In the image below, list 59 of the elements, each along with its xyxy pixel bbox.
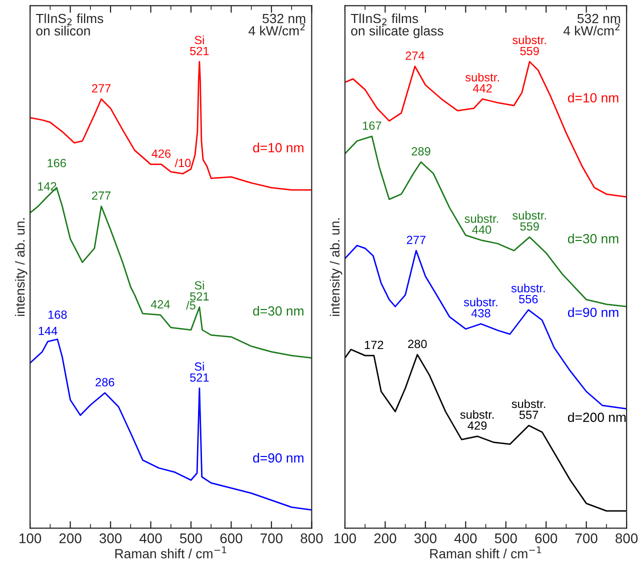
annotation: substr. 429 bbox=[460, 410, 494, 430]
annotation: 426 bbox=[152, 149, 171, 158]
annotation: 274 bbox=[406, 51, 424, 60]
x-tick-label: 100 bbox=[20, 533, 42, 544]
text: d=200 nm bbox=[568, 412, 626, 422]
x-tick-label: 100 bbox=[334, 533, 356, 544]
annotation: substr. 440 bbox=[464, 214, 498, 234]
x-tick-label: 700 bbox=[260, 533, 282, 544]
x-tick-label: 300 bbox=[99, 533, 122, 544]
annotation: 289 bbox=[412, 147, 430, 156]
text: d=30 nm bbox=[253, 306, 304, 316]
y-axis-title: intensity / ab. un. bbox=[15, 218, 28, 316]
y-axis-title: intensity / ab. un. bbox=[330, 218, 342, 316]
annotation: substr. 559 bbox=[512, 36, 546, 56]
annotation: 424 bbox=[150, 300, 170, 308]
chart-title: TlInS$_{2}$ films on silicon bbox=[36, 13, 104, 36]
x-axis-title: Raman shift / cm$^{−1}$ bbox=[115, 546, 226, 558]
annotation: substr. 556 bbox=[511, 284, 545, 304]
x-tick-label: 200 bbox=[59, 533, 82, 544]
x-axis-title: Raman shift / cm$^{−1}$ bbox=[430, 546, 542, 558]
chart-title: TlInS$_{2}$ films on silicate glass bbox=[350, 13, 444, 38]
x-tick-label: 500 bbox=[494, 533, 517, 544]
series-label: d=30 nm bbox=[568, 234, 618, 244]
x-tick-label: 300 bbox=[414, 533, 436, 544]
annotation: 166 bbox=[48, 158, 66, 168]
text: d=10 nm bbox=[253, 142, 304, 152]
annotation: Si 521 bbox=[190, 280, 209, 301]
x-tick-label: 400 bbox=[454, 533, 477, 544]
x-tick-label: 600 bbox=[535, 533, 558, 544]
text: d=90 nm bbox=[253, 452, 304, 463]
annotation: 277 bbox=[92, 84, 111, 92]
annotation: 280 bbox=[408, 340, 427, 348]
annotation: Si 521 bbox=[190, 36, 209, 56]
annotation: substr. 557 bbox=[512, 399, 546, 420]
annotation: 286 bbox=[96, 378, 114, 386]
chart-subtitle: 532 nm 4 kW/cm$^{2}$ bbox=[248, 14, 306, 36]
annotation: 277 bbox=[406, 236, 426, 244]
x-tick-label: 800 bbox=[616, 533, 638, 544]
annotation: substr. 438 bbox=[464, 298, 498, 318]
series-label: d=90 nm bbox=[568, 307, 618, 318]
annotation: substr. 442 bbox=[465, 72, 499, 92]
annotation: 142 bbox=[38, 182, 56, 190]
annotation: 277 bbox=[92, 191, 111, 200]
x-tick-label: 400 bbox=[140, 533, 162, 544]
annotation: 172 bbox=[364, 340, 384, 349]
annotation: /5 bbox=[186, 300, 196, 310]
annotation: substr. 559 bbox=[512, 210, 546, 231]
annotation: /10 bbox=[174, 158, 191, 168]
x-tick-label: 500 bbox=[180, 533, 202, 544]
chart-subtitle: 532 nm 4 kW/cm$^{2}$ bbox=[563, 14, 620, 36]
annotation: 144 bbox=[38, 326, 58, 335]
x-tick-label: 800 bbox=[300, 533, 323, 544]
x-tick-label: 700 bbox=[575, 533, 598, 544]
x-tick-label: 200 bbox=[374, 533, 396, 544]
annotation: 167 bbox=[362, 121, 382, 130]
x-tick-label: 600 bbox=[220, 533, 242, 544]
series-label: d=10 nm bbox=[568, 92, 618, 102]
annotation: Si 521 bbox=[190, 362, 209, 382]
annotation: 168 bbox=[48, 310, 67, 319]
